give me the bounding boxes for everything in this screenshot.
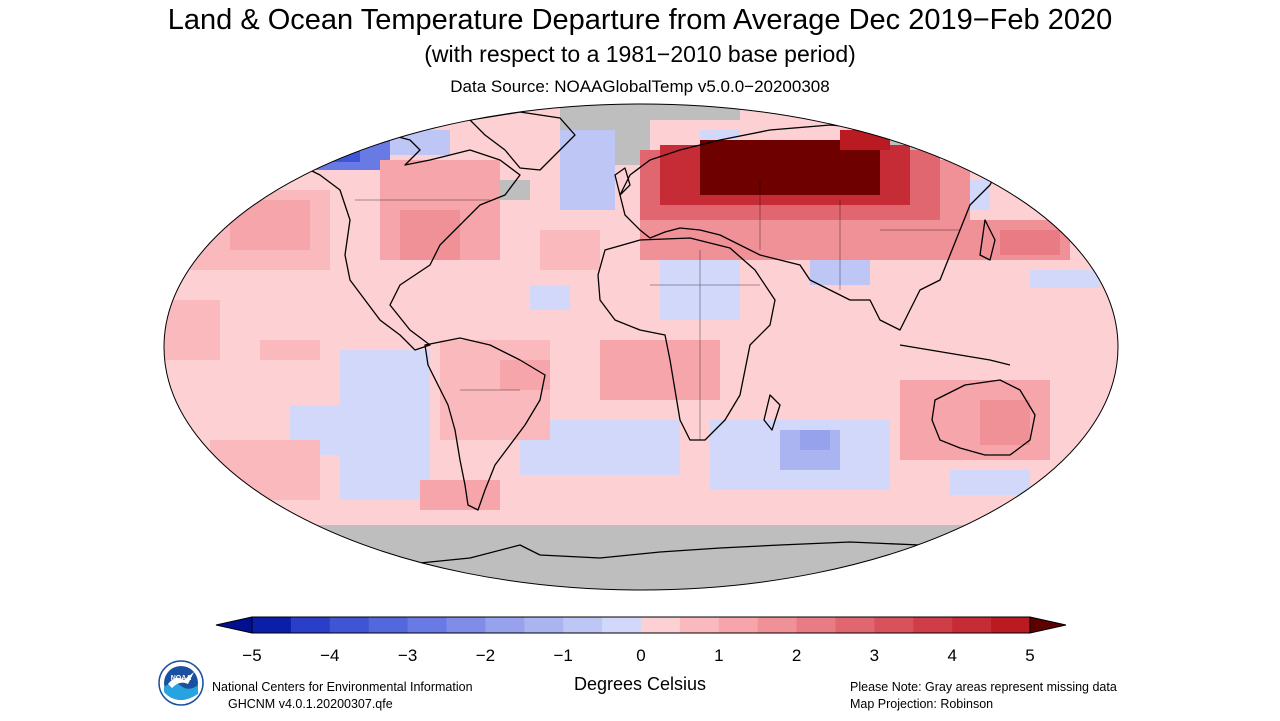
colorbar-segment xyxy=(252,617,292,633)
colorbar-under-arrow xyxy=(215,616,253,634)
colorbar-segment xyxy=(874,617,914,633)
south-america-outline xyxy=(424,337,546,511)
colorbar-segment xyxy=(485,617,525,633)
country-borders xyxy=(355,180,960,440)
colorbar-segment xyxy=(524,617,564,633)
australia-outline xyxy=(931,379,1036,456)
greenland-outline xyxy=(469,111,576,171)
colorbar-over-arrow xyxy=(1029,616,1067,634)
colorbar-segment xyxy=(407,617,447,633)
footer-note-line2: Map Projection: Robinson xyxy=(850,697,994,711)
colorbar-segment xyxy=(718,617,759,633)
world-anomaly-map xyxy=(163,103,1119,591)
colorbar-segment xyxy=(641,617,681,633)
colorbar-segment xyxy=(991,617,1031,633)
madagascar-outline xyxy=(763,394,781,431)
colorbar-units-label: Degrees Celsius xyxy=(573,674,707,694)
north-america-outline xyxy=(284,129,521,351)
indonesia-outline xyxy=(899,344,1011,366)
colorbar-segment xyxy=(952,617,992,633)
colorbar-tick-label: 5 xyxy=(1025,646,1035,665)
noaa-logo-icon: NOAA xyxy=(158,660,204,706)
colorbar-tick-label: 1 xyxy=(714,646,724,665)
colorbar-tick-label: −5 xyxy=(242,646,262,665)
colorbar-tick-label: −2 xyxy=(475,646,496,665)
colorbar-segment xyxy=(446,617,486,633)
colorbar-segment xyxy=(796,617,836,633)
colorbar-segment xyxy=(563,617,603,633)
uk-outline xyxy=(614,167,631,196)
colorbar-tick-label: 2 xyxy=(791,646,802,665)
colorbar-segment xyxy=(329,617,370,633)
map-subtitle: (with respect to a 1981−2010 base period… xyxy=(424,41,856,67)
map-title: Land & Ocean Temperature Departure from … xyxy=(167,4,1113,36)
footer-org: National Centers for Environmental Infor… xyxy=(212,679,473,713)
colorbar-tick-label: 3 xyxy=(869,646,880,665)
data-source-label: Data Source: NOAAGlobalTemp v5.0.0−20200… xyxy=(450,77,830,96)
footer-org-line1: National Centers for Environmental Infor… xyxy=(212,680,473,694)
africa-outline xyxy=(597,237,776,441)
colorbar-tick-label: 4 xyxy=(947,646,957,665)
colorbar-tick-label: −1 xyxy=(553,646,573,665)
footer-note-line1: Please Note: Gray areas represent missin… xyxy=(850,680,1117,694)
colorbar-segment xyxy=(835,617,875,633)
colorbar-segment xyxy=(679,617,720,633)
colorbar-tick-label: −3 xyxy=(397,646,418,665)
coastlines xyxy=(284,111,1086,581)
colorbar-segment xyxy=(757,617,798,633)
map-border xyxy=(163,103,1119,591)
colorbar-segment xyxy=(913,617,953,633)
noaa-logo-text: NOAA xyxy=(171,675,192,682)
colorbar-segment xyxy=(602,617,642,633)
colorbar-segment xyxy=(368,617,409,633)
colorbar-segment xyxy=(290,617,331,633)
footer-notes: Please Note: Gray areas represent missin… xyxy=(850,679,1117,713)
japan-outline xyxy=(979,219,996,261)
footer-org-line2: GHCNM v4.0.1.20200307.qfe xyxy=(228,697,393,711)
colorbar-tick-label: −4 xyxy=(320,646,340,665)
colorbar-border xyxy=(251,616,1031,634)
colorbar-tick-label: 0 xyxy=(636,646,646,665)
